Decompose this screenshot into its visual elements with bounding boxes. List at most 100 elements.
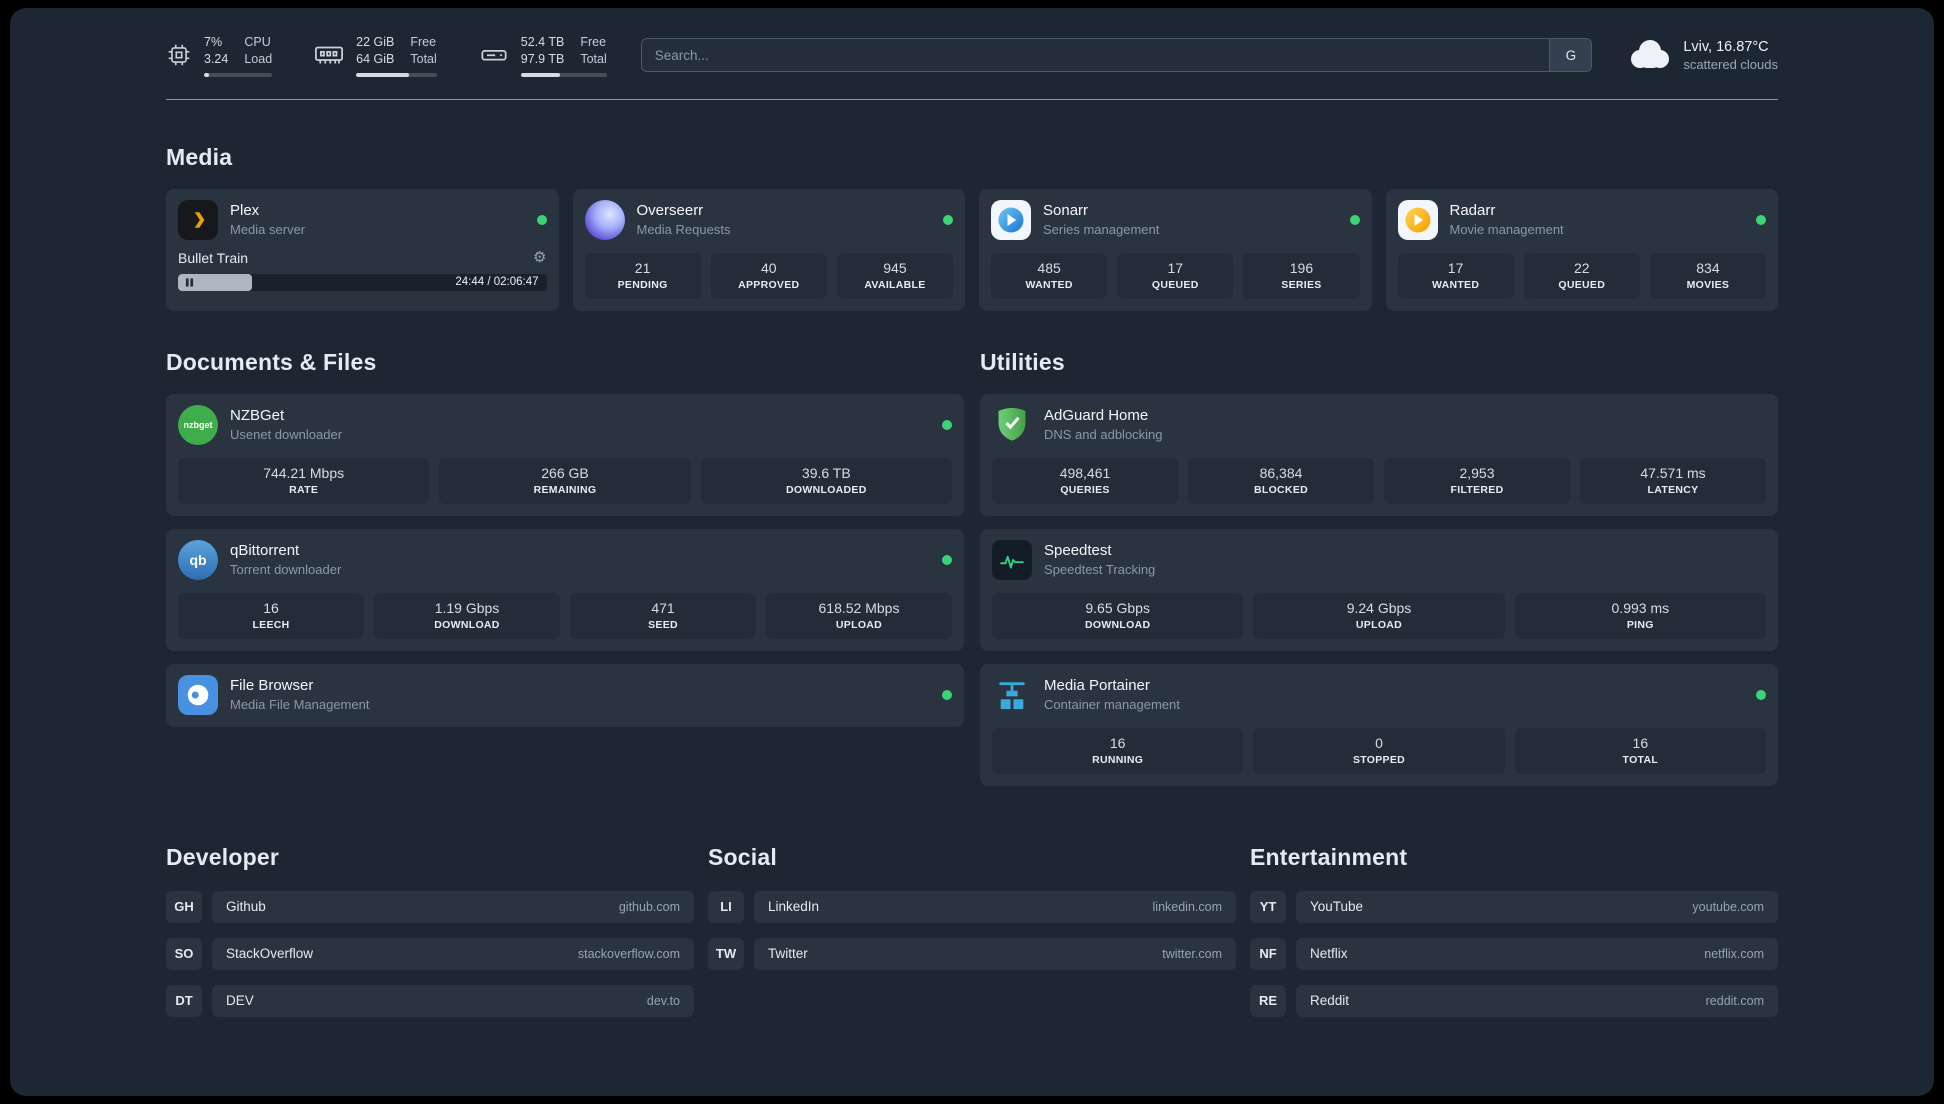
stat-box: 22 QUEUED	[1523, 252, 1640, 299]
stat-value: 0.993 ms	[1611, 599, 1670, 616]
stat-box: 266 GB REMAINING	[439, 457, 691, 504]
search-input[interactable]	[641, 39, 1550, 72]
service-card-adguard[interactable]: AdGuard Home DNS and adblocking 498,461 …	[980, 393, 1778, 516]
service-name: NZBGet	[230, 407, 285, 425]
service-subtitle: Media server	[230, 222, 306, 238]
cpu-usage-value: 7%	[204, 35, 223, 49]
service-subtitle: Torrent downloader	[230, 562, 342, 578]
stat-value: 834	[1696, 259, 1720, 276]
service-card-overseerr[interactable]: Overseerr Media Requests 21 PENDING 40 A…	[572, 188, 965, 311]
stat-label: RUNNING	[1092, 753, 1144, 766]
stat-label: MOVIES	[1686, 278, 1730, 291]
bookmark-github[interactable]: GH Github github.com	[166, 890, 694, 923]
bookmark-name: DEV	[226, 993, 254, 1009]
service-name: Media Portainer	[1044, 677, 1150, 695]
service-card-speedtest[interactable]: Speedtest Speedtest Tracking 9.65 Gbps D…	[980, 528, 1778, 651]
stat-value: 196	[1289, 259, 1314, 276]
bookmark-name: YouTube	[1310, 899, 1364, 915]
stat-box: 16 TOTAL	[1514, 727, 1766, 774]
stat-box: 196 SERIES	[1243, 252, 1360, 299]
stat-label: DOWNLOAD	[1084, 618, 1151, 631]
service-card-plex[interactable]: Plex Media server Bullet Train ⚙	[166, 188, 559, 311]
bookmark-name: LinkedIn	[768, 899, 820, 915]
stat-box: 86,384 BLOCKED	[1188, 457, 1374, 504]
stat-box: 9.65 Gbps DOWNLOAD	[992, 592, 1244, 639]
gear-icon[interactable]: ⚙	[533, 249, 547, 267]
service-card-sonarr[interactable]: Sonarr Series management 485 WANTED 17 Q…	[979, 188, 1372, 311]
filebrowser-icon	[178, 674, 218, 715]
bookmark-url: twitter.com	[1162, 946, 1222, 961]
stat-value: 485	[1037, 259, 1061, 276]
bookmark-dev[interactable]: DT DEV dev.to	[166, 984, 694, 1017]
status-dot	[1349, 214, 1360, 225]
stat-label: RATE	[289, 483, 319, 496]
weather-condition: scattered clouds	[1683, 56, 1778, 72]
search-engine-button[interactable]: G	[1549, 39, 1592, 72]
bookmark-url: linkedin.com	[1152, 899, 1222, 914]
bookmark-reddit[interactable]: RE Reddit reddit.com	[1250, 984, 1778, 1017]
bookmark-linkedin[interactable]: LI LinkedIn linkedin.com	[708, 890, 1236, 923]
stat-box: 1.19 Gbps DOWNLOAD	[374, 592, 560, 639]
stat-value: 1.19 Gbps	[434, 599, 500, 616]
memory-widget: 22 GiB 64 GiB Free Total	[314, 34, 437, 77]
bookmark-youtube[interactable]: YT YouTube youtube.com	[1250, 890, 1778, 923]
disk-widget: 52.4 TB 97.9 TB Free Total	[479, 34, 607, 77]
bookmark-twitter[interactable]: TW Twitter twitter.com	[708, 937, 1236, 970]
bookmark-name: Github	[226, 899, 266, 915]
status-dot	[1756, 689, 1766, 700]
stat-label: QUEUED	[1151, 278, 1199, 291]
topbar: 7% 3.24 CPU Load	[166, 34, 1778, 77]
stat-value: 744.21 Mbps	[263, 464, 345, 481]
stat-box: 21 PENDING	[584, 252, 701, 299]
stat-value: 9.24 Gbps	[1346, 599, 1412, 616]
stat-label: FILTERED	[1450, 483, 1504, 496]
playback-progress-bar: 24:44 / 02:06:47	[178, 273, 547, 291]
pause-icon[interactable]	[185, 278, 194, 287]
service-name: Plex	[230, 202, 260, 220]
stat-box: 485 WANTED	[991, 252, 1108, 299]
service-card-nzbget[interactable]: nzbget NZBGet Usenet downloader 744.21 M…	[166, 393, 964, 516]
status-dot	[942, 419, 952, 430]
stat-value: 16	[263, 599, 279, 616]
section-title-media: Media	[166, 143, 233, 170]
bookmark-url: dev.to	[646, 993, 680, 1008]
memory-free-value: 22 GiB	[356, 35, 395, 49]
section-title-documents: Documents & Files	[166, 348, 377, 375]
stat-box: 618.52 Mbps UPLOAD	[766, 592, 952, 639]
stat-label: AVAILABLE	[864, 278, 926, 291]
hard-drive-icon	[479, 41, 509, 69]
stat-value: 86,384	[1259, 464, 1303, 481]
bookmark-url: stackoverflow.com	[577, 946, 680, 961]
bookmark-stackoverflow[interactable]: SO StackOverflow stackoverflow.com	[166, 937, 694, 970]
service-subtitle: Media Requests	[636, 222, 731, 238]
service-card-filebrowser[interactable]: File Browser Media File Management	[166, 663, 964, 727]
nzbget-icon-text: nzbget	[183, 419, 213, 430]
stat-value: 39.6 TB	[801, 464, 851, 481]
stat-label: SERIES	[1281, 278, 1322, 291]
stat-label: WANTED	[1431, 278, 1480, 291]
stat-label: WANTED	[1025, 278, 1073, 291]
system-widgets: 7% 3.24 CPU Load	[166, 34, 607, 77]
service-card-portainer[interactable]: Media Portainer Container management 16 …	[980, 663, 1778, 786]
overseerr-icon	[584, 199, 625, 240]
bookmark-netflix[interactable]: NF Netflix netflix.com	[1250, 937, 1778, 970]
cloud-icon	[1626, 37, 1672, 74]
service-name: Radarr	[1449, 202, 1496, 220]
stat-box: 39.6 TB DOWNLOADED	[700, 457, 952, 504]
cpu-load-label: Load	[244, 51, 273, 66]
stat-label: UPLOAD	[1355, 618, 1403, 631]
stat-label: PING	[1626, 618, 1654, 631]
stat-label: PENDING	[617, 278, 668, 291]
playback-time: 24:44 / 02:06:47	[455, 276, 539, 289]
stat-value: 0	[1375, 734, 1383, 751]
bookmark-abbr: NF	[1250, 937, 1286, 970]
weather-location: Lviv, 16.87°C	[1683, 38, 1769, 55]
bookmark-url: github.com	[618, 899, 680, 914]
cpu-load-value: 3.24	[204, 51, 229, 66]
service-card-radarr[interactable]: Radarr Movie management 17 WANTED 22 QUE…	[1385, 188, 1778, 311]
cpu-chip-icon	[166, 42, 192, 68]
stat-value: 17	[1167, 259, 1184, 276]
memory-total-label: Total	[410, 51, 437, 66]
stat-box: 16 LEECH	[178, 592, 364, 639]
service-card-qbittorrent[interactable]: qb qBittorrent Torrent downloader 16 LEE…	[166, 528, 964, 651]
